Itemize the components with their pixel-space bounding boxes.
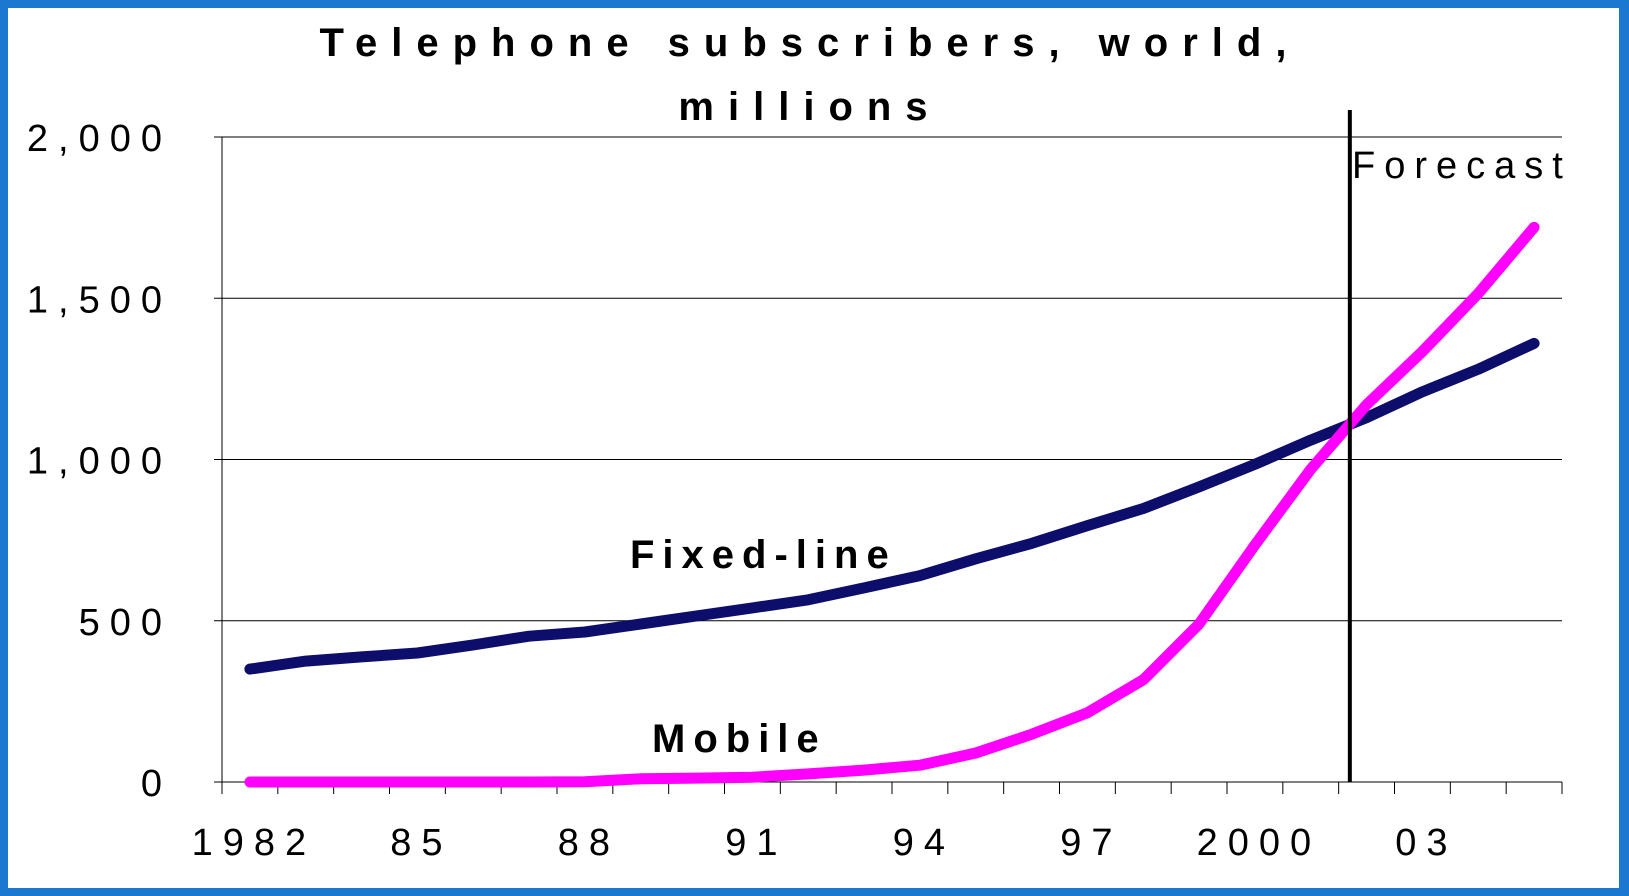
x-tick-label-1982: 1982 — [192, 822, 317, 864]
series-label-fixed-line: Fixed-line — [630, 533, 897, 577]
y-tick-label-1000: 1,000 — [27, 441, 172, 483]
x-tick-label-94: 94 — [893, 822, 955, 864]
series-line-mobile — [244, 221, 1540, 788]
gridlines — [222, 136, 1562, 622]
chart-title-line-2: millions — [678, 85, 941, 129]
x-tick-label-03: 03 — [1395, 822, 1457, 864]
x-axis-ticks: 1982 85 88 91 94 97 2000 03 — [192, 782, 1563, 864]
series-lines — [244, 221, 1540, 788]
chart-title-line-1: Telephone subscribers, world, — [320, 21, 1301, 65]
y-tick-label-1500: 1,500 — [27, 279, 172, 321]
y-axis-ticks: 0 500 1,000 1,500 2,000 — [27, 118, 222, 805]
x-tick-label-88: 88 — [558, 822, 620, 864]
forecast-label: Forecast — [1352, 145, 1572, 187]
series-label-mobile: Mobile — [652, 717, 827, 761]
x-tick-label-97: 97 — [1060, 822, 1122, 864]
x-tick-label-91: 91 — [725, 822, 787, 864]
y-tick-label-2000: 2,000 — [27, 118, 172, 160]
x-tick-label-85: 85 — [390, 822, 452, 864]
y-tick-label-0: 0 — [141, 763, 172, 805]
series-line-fixed-line — [244, 337, 1540, 675]
x-tick-label-2000: 2000 — [1197, 822, 1322, 864]
y-tick-label-500: 500 — [79, 602, 172, 644]
